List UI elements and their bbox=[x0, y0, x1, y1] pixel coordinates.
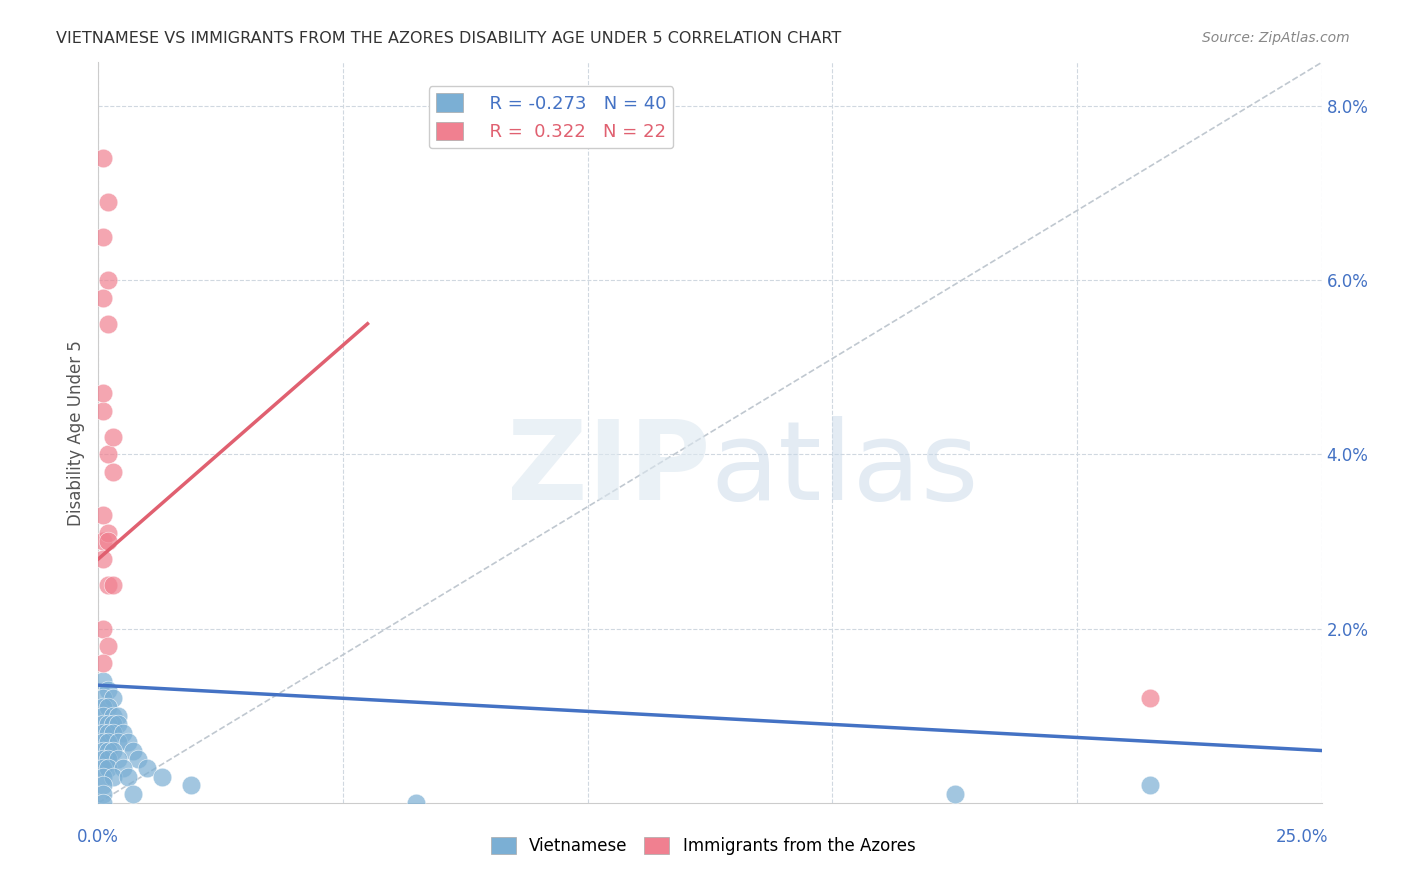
Text: atlas: atlas bbox=[710, 417, 979, 523]
Point bbox=[101, 430, 124, 444]
Point bbox=[127, 752, 149, 766]
Point bbox=[91, 700, 114, 714]
Point bbox=[97, 682, 120, 697]
Point bbox=[1139, 691, 1161, 706]
Point bbox=[107, 708, 129, 723]
Point bbox=[107, 717, 129, 731]
Point bbox=[91, 717, 114, 731]
Point bbox=[91, 508, 114, 523]
Point bbox=[97, 273, 120, 287]
Point bbox=[97, 717, 120, 731]
Point bbox=[150, 770, 173, 784]
Point bbox=[101, 578, 124, 592]
Point bbox=[97, 534, 120, 549]
Point bbox=[91, 291, 114, 305]
Point bbox=[101, 770, 124, 784]
Point bbox=[117, 770, 139, 784]
Point bbox=[91, 787, 114, 801]
Point bbox=[91, 386, 114, 401]
Point bbox=[97, 761, 120, 775]
Legend:   R = -0.273   N = 40,   R =  0.322   N = 22: R = -0.273 N = 40, R = 0.322 N = 22 bbox=[429, 87, 673, 148]
Point bbox=[101, 708, 124, 723]
Point bbox=[97, 194, 120, 209]
Point bbox=[91, 552, 114, 566]
Point bbox=[97, 700, 120, 714]
Text: Source: ZipAtlas.com: Source: ZipAtlas.com bbox=[1202, 31, 1350, 45]
Point bbox=[97, 317, 120, 331]
Point bbox=[107, 735, 129, 749]
Point bbox=[180, 778, 202, 792]
Text: 0.0%: 0.0% bbox=[77, 828, 120, 846]
Text: 25.0%: 25.0% bbox=[1277, 828, 1329, 846]
Point bbox=[97, 578, 120, 592]
Y-axis label: Disability Age Under 5: Disability Age Under 5 bbox=[66, 340, 84, 525]
Point bbox=[121, 743, 143, 757]
Point bbox=[97, 726, 120, 740]
Point bbox=[107, 752, 129, 766]
Point bbox=[91, 708, 114, 723]
Point bbox=[111, 761, 134, 775]
Point bbox=[91, 229, 114, 244]
Point bbox=[91, 534, 114, 549]
Point bbox=[101, 691, 124, 706]
Point bbox=[101, 726, 124, 740]
Point bbox=[91, 752, 114, 766]
Point bbox=[91, 673, 114, 688]
Point bbox=[136, 761, 159, 775]
Text: ZIP: ZIP bbox=[506, 417, 710, 523]
Point bbox=[97, 525, 120, 540]
Point bbox=[91, 761, 114, 775]
Point bbox=[91, 796, 114, 810]
Point bbox=[91, 735, 114, 749]
Point bbox=[91, 691, 114, 706]
Point bbox=[91, 657, 114, 671]
Point bbox=[97, 743, 120, 757]
Point bbox=[97, 752, 120, 766]
Point bbox=[91, 770, 114, 784]
Text: VIETNAMESE VS IMMIGRANTS FROM THE AZORES DISABILITY AGE UNDER 5 CORRELATION CHAR: VIETNAMESE VS IMMIGRANTS FROM THE AZORES… bbox=[56, 31, 841, 46]
Point bbox=[97, 447, 120, 461]
Point bbox=[97, 735, 120, 749]
Point bbox=[943, 787, 966, 801]
Point bbox=[101, 743, 124, 757]
Point bbox=[1139, 778, 1161, 792]
Point bbox=[117, 735, 139, 749]
Point bbox=[111, 726, 134, 740]
Point bbox=[91, 622, 114, 636]
Point bbox=[101, 717, 124, 731]
Point bbox=[91, 778, 114, 792]
Point bbox=[91, 726, 114, 740]
Point bbox=[91, 743, 114, 757]
Legend: Vietnamese, Immigrants from the Azores: Vietnamese, Immigrants from the Azores bbox=[484, 830, 922, 862]
Point bbox=[101, 465, 124, 479]
Point bbox=[91, 404, 114, 418]
Point bbox=[405, 796, 427, 810]
Point bbox=[91, 151, 114, 165]
Point bbox=[97, 639, 120, 653]
Point bbox=[121, 787, 143, 801]
